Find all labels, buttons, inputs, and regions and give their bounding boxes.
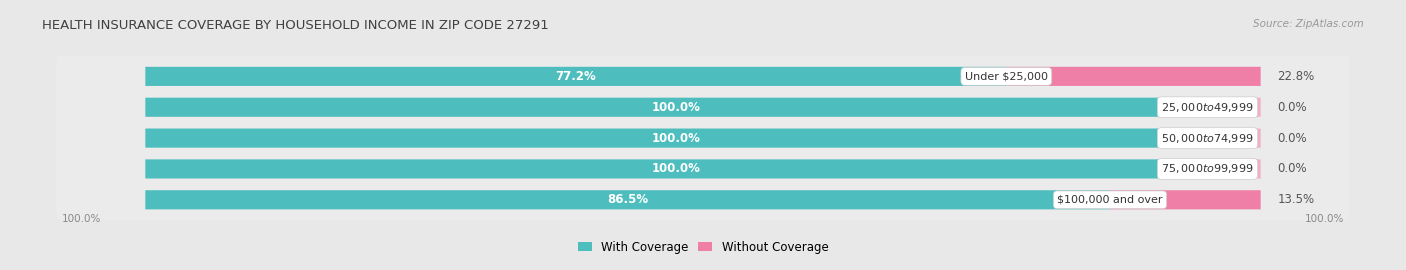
FancyBboxPatch shape	[56, 56, 1350, 97]
Text: $25,000 to $49,999: $25,000 to $49,999	[1161, 101, 1254, 114]
FancyBboxPatch shape	[56, 148, 1350, 190]
Text: 0.0%: 0.0%	[1277, 163, 1308, 176]
Text: $50,000 to $74,999: $50,000 to $74,999	[1161, 131, 1254, 145]
Text: 86.5%: 86.5%	[607, 193, 648, 206]
Text: 0.0%: 0.0%	[1277, 131, 1308, 145]
Text: 100.0%: 100.0%	[652, 163, 700, 176]
FancyBboxPatch shape	[1208, 98, 1261, 117]
Text: 100.0%: 100.0%	[652, 131, 700, 145]
Text: 100.0%: 100.0%	[62, 214, 101, 224]
FancyBboxPatch shape	[145, 98, 1208, 117]
Text: Source: ZipAtlas.com: Source: ZipAtlas.com	[1253, 19, 1364, 29]
FancyBboxPatch shape	[1109, 190, 1261, 209]
Text: $75,000 to $99,999: $75,000 to $99,999	[1161, 163, 1254, 176]
FancyBboxPatch shape	[145, 129, 1208, 148]
Text: $100,000 and over: $100,000 and over	[1057, 195, 1163, 205]
Text: Under $25,000: Under $25,000	[965, 71, 1047, 81]
FancyBboxPatch shape	[1208, 129, 1261, 148]
Text: 100.0%: 100.0%	[652, 101, 700, 114]
Text: 22.8%: 22.8%	[1277, 70, 1315, 83]
FancyBboxPatch shape	[1208, 159, 1261, 178]
Text: 100.0%: 100.0%	[1305, 214, 1344, 224]
FancyBboxPatch shape	[145, 67, 1007, 86]
Text: 0.0%: 0.0%	[1277, 101, 1308, 114]
Text: 13.5%: 13.5%	[1277, 193, 1315, 206]
FancyBboxPatch shape	[56, 87, 1350, 128]
FancyBboxPatch shape	[145, 190, 1111, 209]
Text: HEALTH INSURANCE COVERAGE BY HOUSEHOLD INCOME IN ZIP CODE 27291: HEALTH INSURANCE COVERAGE BY HOUSEHOLD I…	[42, 19, 548, 32]
FancyBboxPatch shape	[56, 179, 1350, 221]
FancyBboxPatch shape	[145, 159, 1208, 178]
FancyBboxPatch shape	[1007, 67, 1261, 86]
Text: 77.2%: 77.2%	[555, 70, 596, 83]
FancyBboxPatch shape	[56, 117, 1350, 159]
Legend: With Coverage, Without Coverage: With Coverage, Without Coverage	[578, 241, 828, 254]
